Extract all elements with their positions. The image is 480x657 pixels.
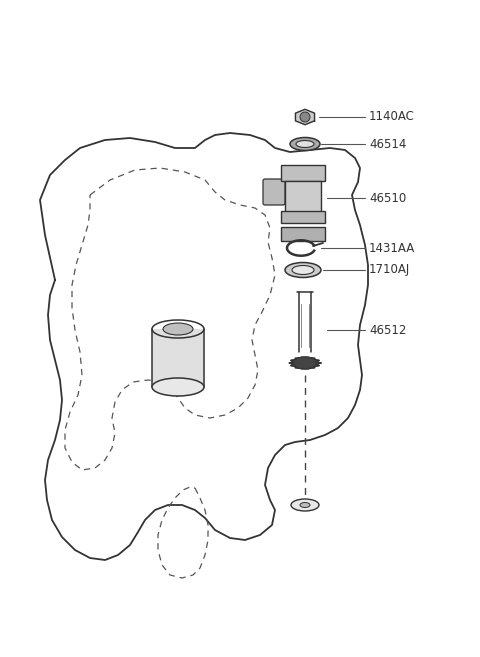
Ellipse shape bbox=[292, 265, 314, 275]
Circle shape bbox=[300, 112, 310, 122]
Text: 1710AJ: 1710AJ bbox=[369, 263, 410, 277]
Polygon shape bbox=[296, 109, 314, 125]
Ellipse shape bbox=[163, 323, 193, 335]
Text: 46510: 46510 bbox=[369, 191, 406, 204]
Text: 1140AC: 1140AC bbox=[369, 110, 415, 124]
Ellipse shape bbox=[291, 499, 319, 511]
Text: 46512: 46512 bbox=[369, 323, 407, 336]
FancyBboxPatch shape bbox=[281, 227, 325, 241]
FancyBboxPatch shape bbox=[285, 181, 321, 219]
Ellipse shape bbox=[152, 378, 204, 396]
FancyBboxPatch shape bbox=[263, 179, 285, 205]
Text: 46514: 46514 bbox=[369, 137, 407, 150]
FancyBboxPatch shape bbox=[281, 165, 325, 181]
FancyBboxPatch shape bbox=[281, 211, 325, 223]
Polygon shape bbox=[152, 329, 204, 387]
Polygon shape bbox=[289, 357, 321, 369]
Ellipse shape bbox=[285, 263, 321, 277]
Ellipse shape bbox=[296, 141, 314, 148]
Ellipse shape bbox=[290, 137, 320, 150]
Ellipse shape bbox=[300, 503, 310, 507]
Text: 1431AA: 1431AA bbox=[369, 242, 415, 254]
